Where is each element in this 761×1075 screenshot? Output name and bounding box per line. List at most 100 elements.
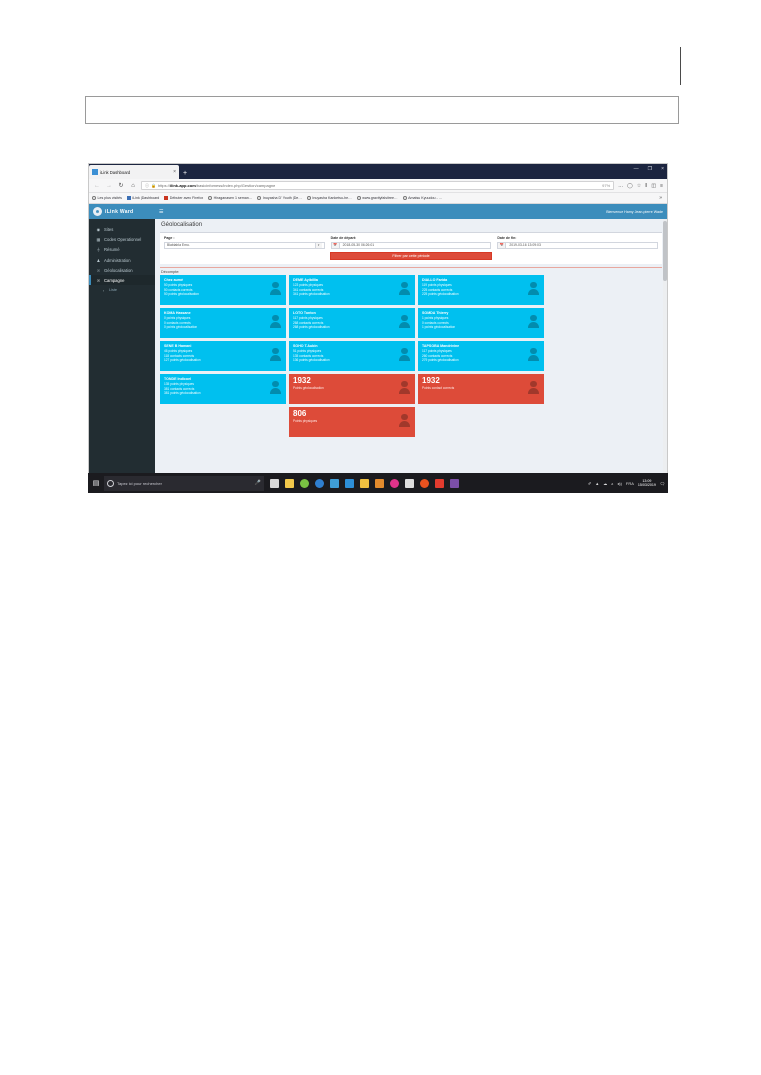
forward-icon[interactable]: → — [106, 182, 112, 189]
close-button[interactable]: × — [661, 166, 664, 172]
stat-card[interactable]: SOHO T.Aubin 51 points physiques 135 con… — [289, 340, 415, 371]
more-icon[interactable]: … — [618, 182, 624, 189]
site-select[interactable]: Blablabla Emu. ▾ — [164, 241, 325, 249]
top-bar: ☰ Bienvenue Hamy Jean-pierre Wade — [155, 204, 667, 219]
star-icon[interactable]: ☆ — [636, 182, 642, 189]
scrollbar-thumb[interactable] — [663, 221, 667, 281]
total-card[interactable]: 1932 Points géolocalisation — [289, 373, 415, 404]
browser-window: iLink Dashboard × + — ❐ × ← → ↻ ⌂ ⓘ 🔒 ht… — [88, 163, 668, 493]
hamburger-icon[interactable]: ☰ — [159, 208, 164, 215]
network-icon[interactable] — [345, 478, 354, 488]
opera-icon[interactable] — [420, 478, 429, 488]
photos-icon[interactable] — [330, 478, 339, 488]
bookmark-item[interactable]: Amatsu Kyuudou - … — [402, 196, 442, 200]
card-metric-geo: 1 points géolocalisation — [422, 325, 456, 330]
content-header: Géolocalisation — [155, 219, 667, 230]
maximize-button[interactable]: ❐ — [647, 166, 653, 172]
end-date-group: Date de fin: 📅 2019-03-16 13:09:03 — [497, 236, 659, 249]
back-icon[interactable]: ← — [94, 182, 100, 189]
avatar — [399, 281, 410, 295]
avatar — [528, 347, 539, 361]
sidebar-item-sites[interactable]: ◉ Sites — [89, 224, 155, 234]
vlc-icon[interactable] — [375, 478, 384, 488]
bookmark-item[interactable]: Hiraganasen 1 seman… — [208, 196, 252, 200]
total-card[interactable]: 806 Points physiques — [289, 406, 415, 437]
system-tray: ✐ ▲ ☁ ᴀ ◂)) FRA 13:09 15/03/2019 🗨 — [588, 479, 668, 487]
pen-icon[interactable]: ✐ — [587, 480, 592, 486]
minimize-button[interactable]: — — [633, 166, 639, 172]
stat-card[interactable]: DIALLO Farida 119 points physiques 225 c… — [418, 274, 544, 305]
reload-icon[interactable]: ↻ — [118, 183, 124, 189]
pocket-icon[interactable]: ◯ — [627, 182, 633, 189]
windows-icon[interactable]: ▤ — [92, 480, 100, 487]
total-card[interactable]: 1932 Points contact corrects — [418, 373, 544, 404]
network-icon[interactable]: ᴀ — [611, 480, 614, 486]
task-view-icon[interactable] — [270, 478, 279, 488]
home-icon[interactable]: ⌂ — [131, 182, 135, 189]
bookmark-item[interactable]: Inuyasha D' Youth |De… — [257, 196, 302, 200]
language-indicator[interactable]: FRA — [625, 480, 634, 486]
end-date-input[interactable]: 📅 2019-03-16 13:09:03 — [497, 241, 659, 249]
android-icon[interactable] — [300, 478, 309, 488]
sidebar-item-administration[interactable]: ♟ Administration — [89, 255, 155, 265]
card-title: TAPSOBA Mandrivine — [422, 343, 460, 348]
bookmarks-overflow-icon[interactable]: » — [659, 195, 662, 201]
stat-card[interactable]: DEME Ayibillia 123 points physiques 341 … — [289, 274, 415, 305]
grid-icon: ▦ — [96, 236, 101, 242]
avatar — [399, 347, 410, 361]
explorer-icon[interactable] — [360, 478, 369, 488]
library-icon[interactable]: ‖ — [645, 182, 648, 189]
page-scrollbar[interactable] — [663, 219, 667, 474]
briefcase-icon[interactable] — [285, 478, 294, 488]
volume-icon[interactable]: ◂)) — [617, 480, 622, 486]
zoom-level[interactable]: 97% — [602, 183, 611, 188]
sidebar-item-liste[interactable]: ◦ Liste — [89, 285, 155, 295]
bookmark-item[interactable]: Inuyasha Kanketsu-he… — [306, 196, 352, 200]
stat-card[interactable]: TAPSOBA Mandrivine 117 points physiques … — [418, 340, 544, 371]
stat-card[interactable]: KOMA Hassane 0 points physiques 0 contac… — [160, 307, 286, 338]
bookmark-item[interactable]: www.gravityfalsitree… — [356, 196, 398, 200]
stat-card[interactable]: SENE B Hamani 46 points physiques 118 co… — [160, 340, 286, 371]
firefox-icon[interactable] — [435, 478, 444, 488]
microphone-icon[interactable]: 🎤 — [254, 480, 261, 486]
bookmark-item[interactable]: iLink |Dashboard — [126, 196, 159, 200]
close-icon[interactable]: × — [173, 169, 176, 175]
bookmark-label: Inuyasha Kanketsu-he… — [312, 196, 352, 200]
bookmark-item[interactable]: Débuter avec Firefox — [164, 196, 203, 200]
stat-card[interactable]: SOMDA Thierry 1 points physiques 0 conta… — [418, 307, 544, 338]
notification-icon[interactable]: 🗨 — [659, 480, 665, 486]
brand-header[interactable]: ☻ iLink Ward — [89, 204, 155, 219]
card-metric-geo: 268 points géolocalisation — [293, 325, 330, 330]
stat-card[interactable]: Chez aumé 50 points physiques 50 contact… — [160, 274, 286, 305]
search-input[interactable]: Tapez ici pour rechercher 🎤 — [104, 475, 264, 491]
stat-card[interactable]: TONDE Indicoel 135 points physiques 381 … — [160, 373, 286, 404]
sidebar-item-resume[interactable]: ⏚ Résumé — [89, 244, 155, 255]
filter-submit-button[interactable]: Filtrer par cette période — [330, 251, 492, 260]
card-metric-physical: 123 points physiques — [293, 283, 323, 287]
chrome-icon[interactable] — [390, 478, 399, 488]
mail-icon[interactable] — [405, 478, 414, 488]
sidebar-item-geolocalisation[interactable]: ☉ Géolocalisation — [89, 265, 155, 275]
tab-strip: iLink Dashboard × + — ❐ × — [89, 164, 667, 179]
stat-card[interactable]: LOTO Tonton 117 points physiques 268 con… — [289, 307, 415, 338]
address-bar[interactable]: ⓘ 🔒 https://ilink-app.com/basicinfomess/… — [141, 181, 615, 190]
avatar — [528, 281, 539, 295]
media-icon[interactable] — [450, 478, 459, 488]
start-date-input[interactable]: 📅 2018-05-30 06:26:01 — [330, 241, 492, 249]
bookmark-item[interactable]: Les plus visités — [92, 196, 122, 200]
sidebar-icon[interactable]: ◫ — [651, 182, 657, 189]
menu-icon[interactable]: ≡ — [660, 182, 663, 189]
edge-icon[interactable] — [315, 478, 324, 488]
card-metric-geo: 225 points géolocalisation — [422, 292, 459, 297]
sidebar-item-codes-operationnel[interactable]: ▦ Codes Operationnel — [89, 234, 155, 244]
sidebar-item-campagne[interactable]: ☉ Campagne — [89, 275, 155, 285]
chevron-down-icon[interactable]: ▾ — [314, 242, 322, 248]
tab-title: iLink Dashboard — [100, 169, 131, 175]
clock[interactable]: 13:09 15/03/2019 — [638, 479, 656, 487]
cloud-icon[interactable]: ☁ — [603, 480, 608, 486]
caret-up-icon[interactable]: ▲ — [595, 480, 600, 486]
nav-icons: … ◯ ☆ ‖ ◫ ≡ — [618, 183, 663, 189]
browser-tab[interactable]: iLink Dashboard × — [89, 165, 179, 179]
new-tab-button[interactable]: + — [183, 170, 188, 177]
bookmark-label: Hiraganasen 1 seman… — [213, 196, 253, 200]
